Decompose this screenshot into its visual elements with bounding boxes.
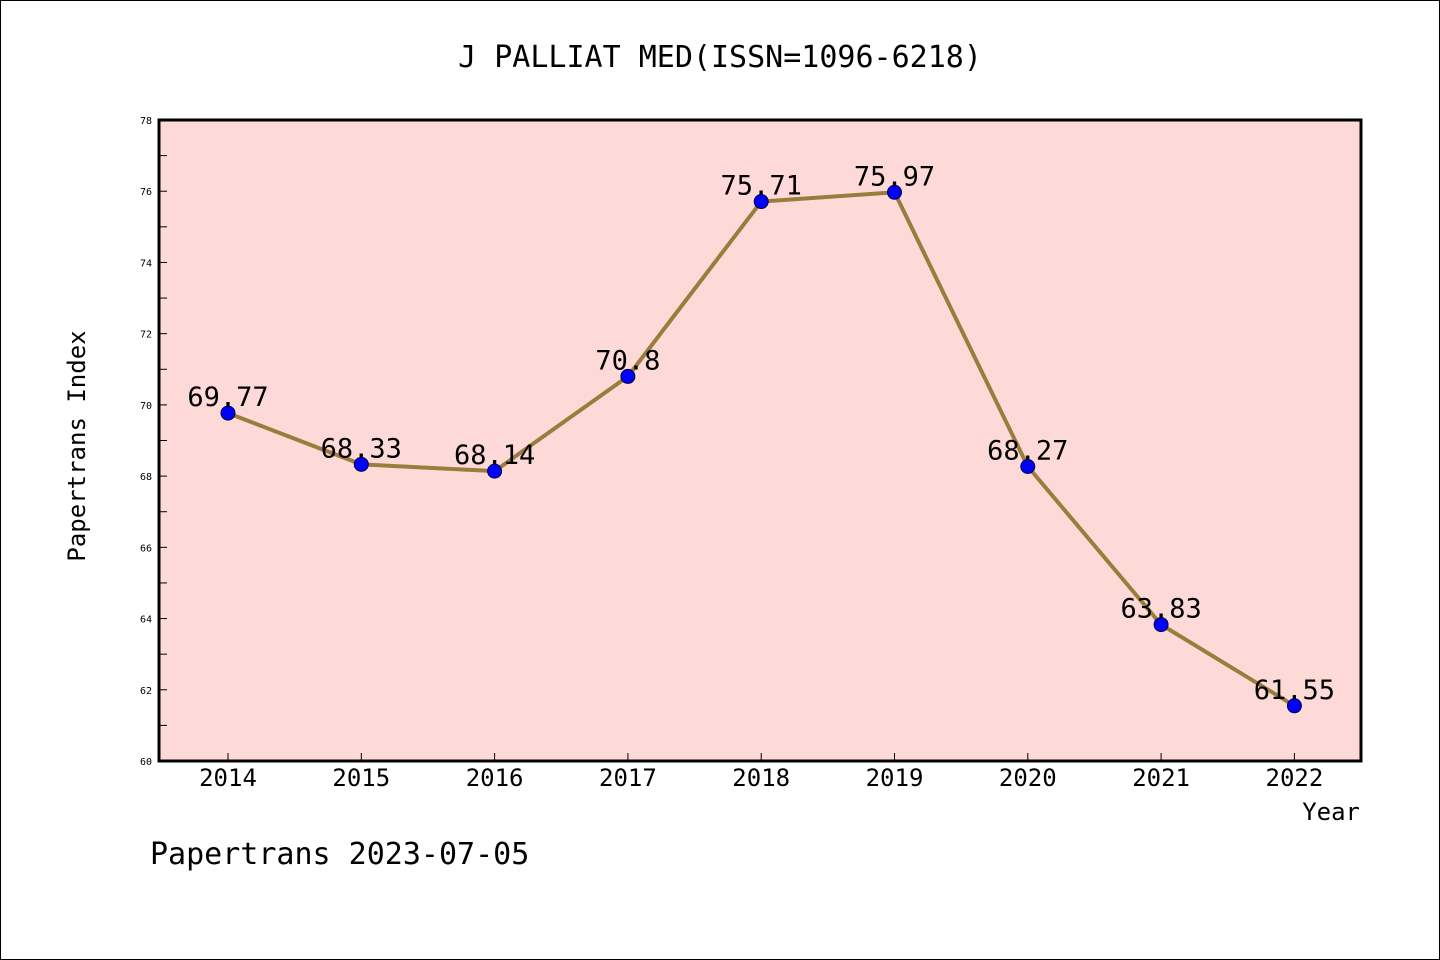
plot-area [157,118,1363,763]
x-tick-label: 2018 [732,764,790,792]
y-tick-label: 68 [140,472,152,483]
y-tick-label: 78 [140,116,152,127]
data-label: 68.14 [454,440,535,471]
x-axis-label: Year [1302,798,1360,826]
y-axis-label: Papertrans Index [63,330,91,561]
data-label: 68.33 [321,433,402,464]
x-tick-label: 2022 [1266,764,1324,792]
x-tick-label: 2016 [466,764,524,792]
data-point-marker [620,368,636,384]
data-point-marker [887,184,902,200]
data-labels: 69.77 68.33 68.14 70.8 75.71 75.97 68.27 63.83 6… [187,161,1335,706]
x-tick-label: 2017 [599,764,657,792]
data-point-marker [1286,698,1302,714]
y-axis: 60 62 64 66 68 70 72 74 76 78 [140,116,167,768]
y-tick-label: 60 [140,757,152,768]
data-point-marker [1020,458,1036,474]
data-point-marker [753,194,769,210]
data-label: 68.27 [987,435,1068,466]
data-point-marker [487,463,503,479]
data-label: 75.71 [721,171,802,202]
series-markers [220,184,1302,714]
y-tick-label: 62 [140,686,152,697]
x-tick-label: 2020 [999,764,1057,792]
x-tick-label: 2021 [1132,764,1190,792]
data-label: 63.83 [1120,594,1201,625]
data-label: 61.55 [1254,675,1335,706]
y-tick-label: 72 [140,330,152,341]
data-point-marker [353,456,369,472]
data-label: 69.77 [187,382,268,413]
y-tick-label: 74 [140,258,152,269]
y-tick-label: 66 [140,543,152,554]
data-label: 75.97 [854,161,935,192]
chart-title: J PALLIAT MED(ISSN=1096-6218) [458,40,982,75]
data-label: 70.8 [595,345,660,376]
y-tick-label: 70 [140,401,152,412]
x-axis: 2014 2015 2016 2017 2018 2019 2020 2021 2022 [199,753,1323,792]
data-point-marker [1153,617,1169,633]
data-point-marker [220,405,236,421]
x-tick-label: 2014 [199,764,257,792]
x-tick-label: 2019 [866,764,924,792]
footer-text: Papertrans 2023-07-05 [150,837,529,872]
y-tick-label: 76 [140,187,152,198]
y-tick-label: 64 [140,615,152,626]
x-tick-label: 2015 [332,764,390,792]
